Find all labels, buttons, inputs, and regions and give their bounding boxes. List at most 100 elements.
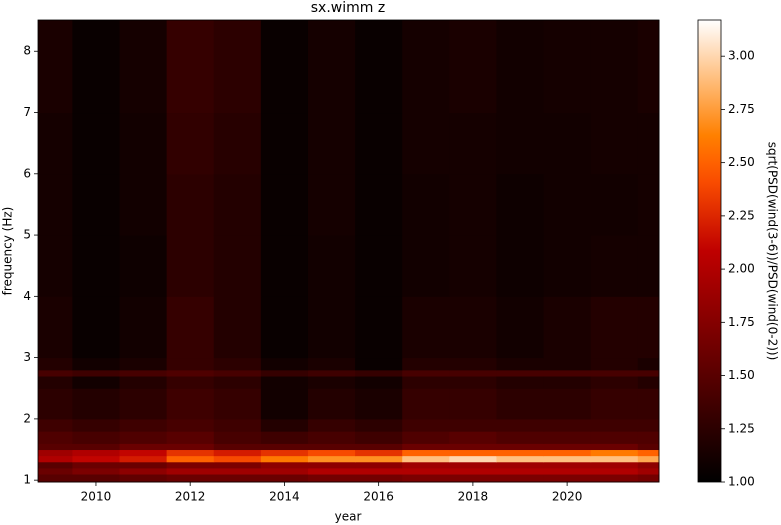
heatmap-cell <box>590 443 639 451</box>
heatmap-cell <box>38 431 73 444</box>
x-tick-label: 2014 <box>269 490 300 504</box>
heatmap-cell <box>307 461 356 469</box>
heatmap-cell <box>590 467 639 475</box>
heatmap-cell <box>496 449 545 457</box>
heatmap-cell <box>449 474 497 483</box>
heatmap-cell <box>496 443 545 451</box>
heatmap-cell <box>38 369 73 377</box>
heatmap-cell <box>402 357 450 371</box>
heatmap-cell <box>213 20 262 114</box>
heatmap-cell <box>213 449 262 457</box>
heatmap-cell <box>166 443 215 451</box>
heatmap-cell <box>449 388 497 420</box>
heatmap-cell <box>119 235 168 297</box>
colorbar-tick-label: 2.00 <box>728 262 755 276</box>
heatmap-cell <box>637 443 660 451</box>
colorbar-tick-label: 2.25 <box>728 208 755 222</box>
y-tick-label: 1 <box>23 473 31 487</box>
heatmap-cell <box>166 235 215 297</box>
heatmap-cell <box>166 20 215 114</box>
heatmap-cell <box>496 455 545 463</box>
colorbar-tick-label: 1.00 <box>728 475 755 489</box>
heatmap-cell <box>260 235 309 297</box>
heatmap-cell <box>260 357 309 371</box>
heatmap-cell <box>590 418 639 432</box>
x-tick-label: 2012 <box>175 490 206 504</box>
heatmap-cell <box>590 369 639 377</box>
heatmap-cell <box>213 235 262 297</box>
heatmap-cell <box>307 449 356 457</box>
heatmap-cell <box>637 20 660 114</box>
heatmap-cell <box>72 235 121 297</box>
heatmap-cell <box>496 112 545 175</box>
heatmap-cell <box>307 418 356 432</box>
x-tick-label: 2016 <box>363 490 394 504</box>
heatmap-cell <box>166 455 215 463</box>
heatmap-cell <box>355 388 403 420</box>
heatmap-cell <box>449 369 497 377</box>
heatmap-cell <box>38 296 73 359</box>
heatmap-cell <box>38 418 73 432</box>
heatmap-cell <box>637 369 660 377</box>
heatmap-cell <box>637 173 660 236</box>
x-tick-label: 2018 <box>458 490 489 504</box>
heatmap-cell <box>307 357 356 371</box>
heatmap-cell <box>402 431 450 444</box>
heatmap-cell <box>496 461 545 469</box>
heatmap-cell <box>307 431 356 444</box>
plot-frame <box>37 19 660 483</box>
heatmap-cell <box>449 235 497 297</box>
heatmap-cell <box>72 112 121 175</box>
heatmap-cell <box>449 449 497 457</box>
heatmap-cell <box>590 20 639 114</box>
heatmap-cell <box>496 388 545 420</box>
heatmap-cell <box>449 455 497 463</box>
heatmap-cell <box>166 112 215 175</box>
heatmap-cell <box>402 112 450 175</box>
heatmap-cell <box>72 431 121 444</box>
heatmap-cell <box>543 388 592 420</box>
heatmap-cell <box>543 235 592 297</box>
heatmap-cell <box>260 455 309 463</box>
y-tick-label: 5 <box>23 228 31 242</box>
heatmap-cell <box>307 474 356 483</box>
heatmap-cell <box>355 474 403 483</box>
y-axis-label: frequency (Hz) <box>1 207 15 296</box>
heatmap-cell <box>38 461 73 469</box>
heatmap-cell <box>38 467 73 475</box>
heatmap-cell <box>260 369 309 377</box>
heatmap-cell <box>590 173 639 236</box>
heatmap-cell <box>590 112 639 175</box>
y-tick-label: 8 <box>23 44 31 58</box>
heatmap-cell <box>402 173 450 236</box>
y-tick-label: 6 <box>23 166 31 180</box>
heatmap-cell <box>213 418 262 432</box>
heatmap-cell <box>543 467 592 475</box>
heatmap-cell <box>213 461 262 469</box>
heatmap-cell <box>496 357 545 371</box>
heatmap-cell <box>72 461 121 469</box>
heatmap-cell <box>72 443 121 451</box>
heatmap-cell <box>590 375 639 389</box>
heatmap-cell <box>307 443 356 451</box>
heatmap-cell <box>119 418 168 432</box>
heatmap-cell <box>449 443 497 451</box>
heatmap-cell <box>166 296 215 359</box>
heatmap-cell <box>355 357 403 371</box>
heatmap-cell <box>119 369 168 377</box>
colorbar-tick-label: 2.50 <box>728 155 755 169</box>
heatmap-cell <box>260 375 309 389</box>
y-tick-label: 7 <box>23 105 31 119</box>
heatmap-cell <box>260 467 309 475</box>
heatmap-cell <box>38 449 73 457</box>
heatmap-cell <box>260 443 309 451</box>
heatmap-cell <box>307 173 356 236</box>
heatmap-cell <box>38 357 73 371</box>
colorbar <box>697 19 722 483</box>
heatmap-cell <box>260 461 309 469</box>
heatmap-cell <box>72 388 121 420</box>
heatmap-cell <box>355 173 403 236</box>
heatmap-cell <box>402 375 450 389</box>
heatmap-cell <box>307 375 356 389</box>
